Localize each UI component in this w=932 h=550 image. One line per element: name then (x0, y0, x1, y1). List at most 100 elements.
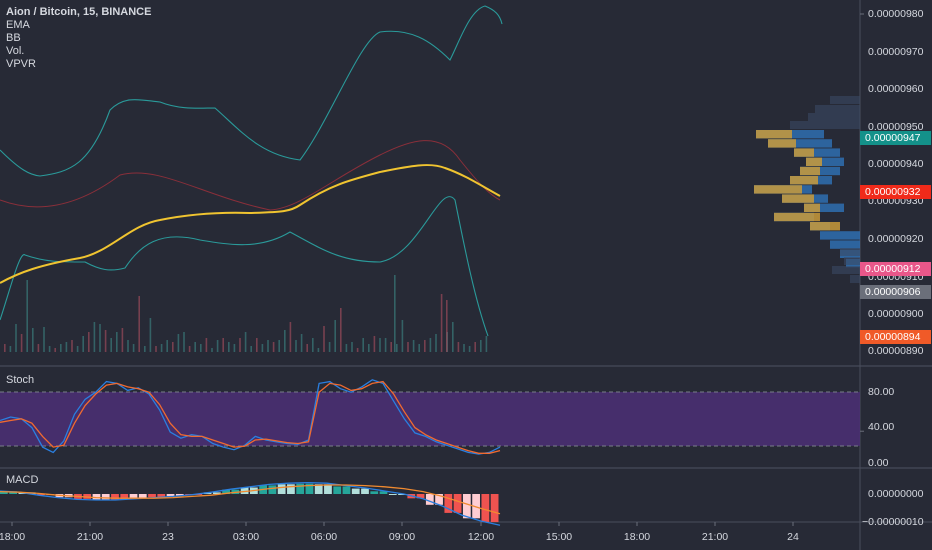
volume-bar (401, 320, 404, 352)
volume-bar (48, 346, 51, 352)
price-tick: 0.00000970 (868, 46, 924, 58)
volume-bar (20, 334, 23, 352)
volume-bar (312, 338, 314, 352)
macd-histogram-bar (92, 494, 101, 500)
volume-bar (289, 322, 292, 352)
vpvr-up-bar (810, 222, 840, 231)
macd-histogram-bar (287, 484, 295, 494)
price-tick: 0.00000960 (868, 83, 924, 95)
time-tick: 06:00 (310, 531, 338, 543)
volume-bar (407, 342, 409, 352)
time-tick: 09:00 (388, 531, 416, 543)
volume-bar (15, 324, 17, 352)
indicator-vpvr-label[interactable]: VPVR (6, 58, 36, 70)
volume-bar (138, 296, 140, 352)
vpvr-down-bar (794, 148, 840, 157)
vpvr-down-bar (830, 240, 860, 249)
vpvr-down-bar (820, 231, 860, 240)
macd-histogram-bar (435, 494, 443, 505)
volume-bar (379, 338, 381, 352)
symbol-title[interactable]: Aion / Bitcoin, 15, BINANCE (6, 6, 152, 18)
bollinger-lower (0, 196, 489, 337)
volume-bar (65, 342, 68, 352)
macd-histogram-bar (240, 487, 249, 494)
volume-bar (345, 344, 348, 352)
macd-histogram-bar (444, 494, 453, 513)
time-tick: 15:00 (545, 531, 573, 543)
macd-histogram-bar (314, 484, 323, 494)
volume-bar (200, 344, 202, 352)
macd-histogram-bar (296, 483, 305, 494)
macd-line (0, 481, 501, 526)
volume-bar (418, 344, 420, 352)
volume-bar (284, 330, 286, 352)
volume-bar (278, 340, 280, 352)
macd-histogram-bar (388, 494, 397, 495)
time-tick: 12:00 (467, 531, 495, 543)
time-tick: 23 (162, 531, 174, 543)
volume-bar (440, 294, 443, 352)
volume-bar (340, 308, 342, 352)
vpvr-up-bar (756, 130, 792, 139)
macd-histogram-bar (111, 494, 119, 500)
volume-bar (9, 346, 12, 352)
stoch-pane-label[interactable]: Stoch (6, 374, 35, 386)
macd-histogram-bar (324, 484, 332, 494)
indicator-ema-label[interactable]: EMA (6, 19, 30, 31)
price-tick: 0.00000920 (868, 233, 924, 245)
bollinger-basis (0, 140, 501, 211)
vpvr-faint-bar (850, 275, 860, 283)
volume-bar (435, 334, 437, 352)
price-tick: 0.00000890 (868, 345, 924, 357)
volume-bar (54, 348, 56, 352)
volume-bar (468, 346, 471, 352)
volume-bar (256, 338, 258, 352)
vpvr-up-bar (782, 194, 814, 203)
vpvr-up-bar (754, 185, 802, 194)
macd-pane-label[interactable]: MACD (6, 474, 39, 486)
volume-bar (132, 344, 135, 352)
macd-histogram-bar (212, 492, 221, 494)
macd-histogram-bar (490, 494, 499, 523)
volume-bar (272, 342, 275, 352)
volume-bar (60, 344, 62, 352)
volume-bar (300, 334, 303, 352)
volume-bar (222, 338, 224, 352)
volume-bar (110, 338, 112, 352)
volume-bar (368, 344, 370, 352)
volume-bar (127, 340, 129, 352)
macd-histogram-bar (157, 494, 166, 498)
vpvr-up-bar (790, 176, 818, 185)
macd-histogram-bar (425, 494, 434, 505)
volume-bar (93, 322, 96, 352)
macd-histogram-bar (342, 486, 351, 494)
vpvr-up-bar (800, 166, 820, 176)
volume-bar (26, 280, 28, 352)
indicator-bb-label[interactable]: BB (6, 32, 21, 44)
macd-histogram-bar (351, 488, 360, 494)
stoch-d-line (0, 380, 501, 454)
macd-histogram-bar (0, 491, 8, 494)
vpvr-up-bar (804, 203, 820, 212)
volume-bar (121, 328, 124, 352)
macd-histogram-bar (472, 494, 480, 519)
price-tick: 0.00000940 (868, 158, 924, 170)
volume-bar (149, 318, 152, 352)
macd-signal-line (0, 484, 501, 515)
macd-histogram-bar (166, 494, 175, 497)
volume-bar (244, 332, 247, 352)
macd-histogram-bar (175, 494, 184, 497)
vpvr-faint-bar (832, 266, 860, 274)
time-tick: 18:00 (623, 531, 651, 543)
stoch-tick: 0.00 (868, 457, 889, 469)
indicator-vol-label[interactable]: Vol. (6, 45, 25, 57)
price-tick: 0.00000950 (868, 121, 924, 133)
vpvr-faint-bar (840, 248, 860, 256)
time-tick: 24 (787, 531, 799, 543)
stop-price-tag: 0.00000894 (860, 330, 931, 344)
vpvr-faint-bar (830, 96, 860, 104)
macd-histogram-bar (37, 494, 45, 496)
macd-histogram-bar (222, 489, 230, 494)
volume-bar (373, 336, 376, 352)
